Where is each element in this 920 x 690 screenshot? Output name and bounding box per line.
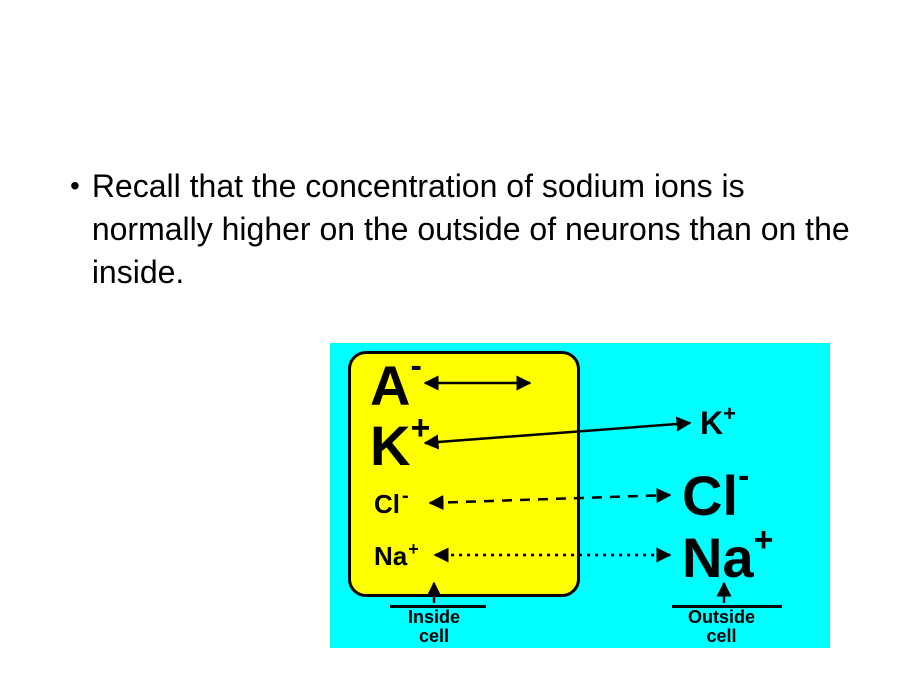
ion-charge: +	[410, 409, 430, 448]
ion-charge: -	[410, 347, 421, 386]
label-line: cell	[408, 627, 460, 646]
label-line: Inside	[408, 608, 460, 627]
ion-symbol: Na	[682, 525, 754, 590]
inside-cell-label: Inside cell	[408, 608, 460, 646]
ion-diagram: A - K + Cl - Na + K + Cl - Na +	[330, 343, 830, 648]
ion-Cl-outside: Cl -	[682, 463, 749, 528]
ion-symbol: K	[700, 405, 723, 442]
ion-symbol: Na	[374, 541, 407, 572]
label-line: Outside	[688, 608, 755, 627]
bullet-item: • Recall that the concentration of sodiu…	[70, 165, 850, 295]
ion-K-inside: K +	[370, 413, 430, 478]
bullet-text: Recall that the concentration of sodium …	[92, 165, 850, 295]
outside-cell-label: Outside cell	[688, 608, 755, 646]
ion-Na-outside: Na +	[682, 525, 773, 590]
ion-charge: +	[723, 401, 736, 427]
ion-charge: -	[402, 485, 409, 508]
ion-Na-inside: Na +	[374, 541, 419, 572]
label-line: cell	[688, 627, 755, 646]
ion-symbol: Cl	[374, 489, 400, 520]
ion-charge: +	[754, 521, 774, 560]
bullet-marker: •	[70, 167, 80, 205]
ion-K-outside: K +	[700, 405, 736, 442]
ion-charge: +	[408, 539, 419, 560]
ion-charge: -	[738, 457, 749, 496]
ion-symbol: K	[370, 413, 410, 478]
ion-Cl-inside: Cl -	[374, 489, 409, 520]
ion-symbol: Cl	[682, 463, 738, 528]
ion-symbol: A	[370, 353, 410, 418]
